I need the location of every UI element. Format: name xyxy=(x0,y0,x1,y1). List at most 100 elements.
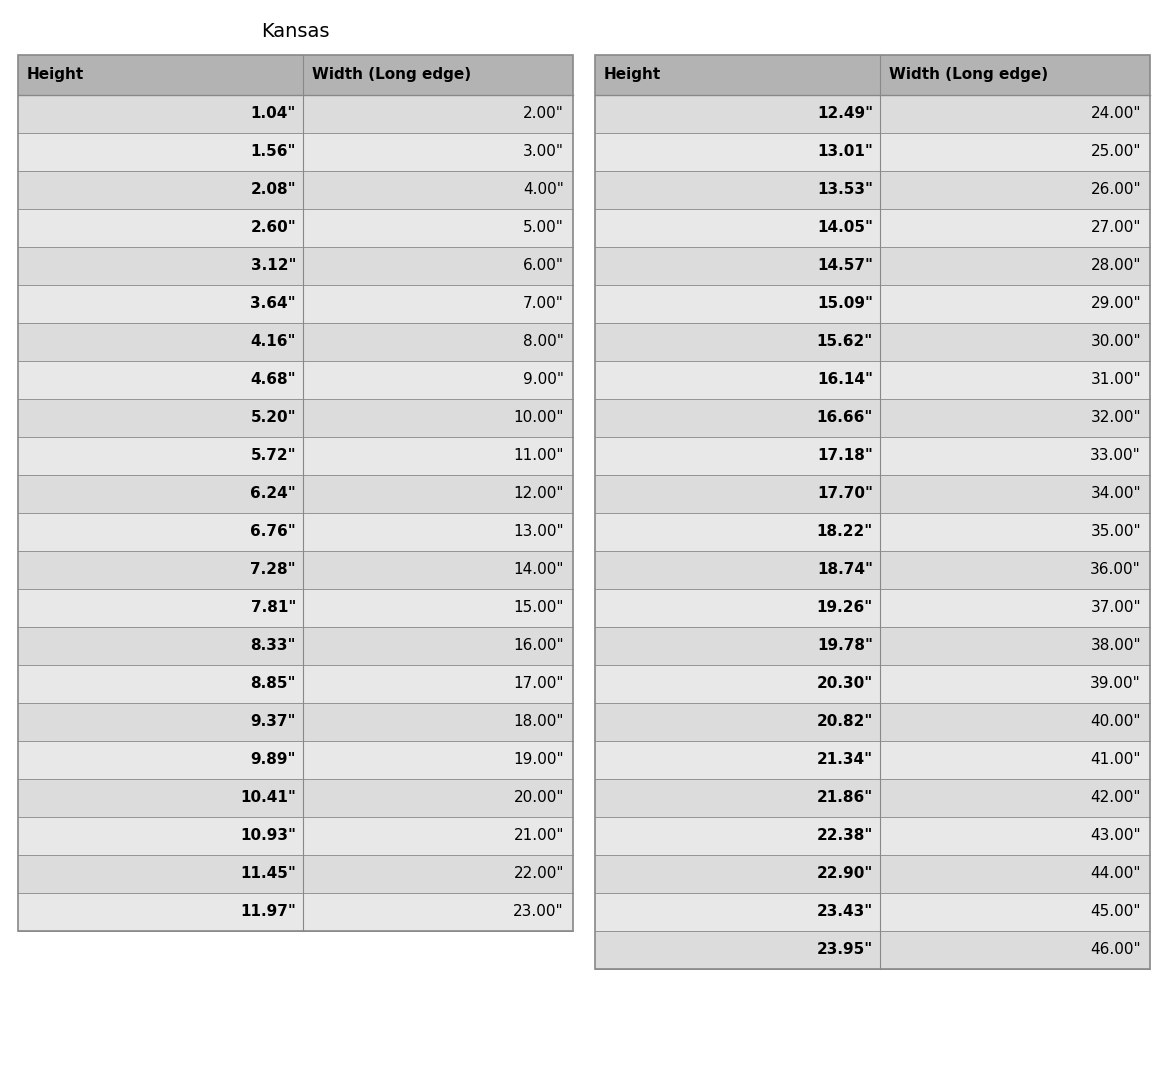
Text: 13.01": 13.01" xyxy=(817,144,873,159)
Bar xyxy=(595,931,1150,969)
Text: 12.49": 12.49" xyxy=(817,107,873,122)
Text: 3.00": 3.00" xyxy=(523,144,564,159)
Text: 25.00": 25.00" xyxy=(1090,144,1142,159)
Bar xyxy=(18,779,573,817)
Text: 20.00": 20.00" xyxy=(513,791,564,806)
Text: 5.20": 5.20" xyxy=(251,411,297,426)
Text: 6.24": 6.24" xyxy=(251,487,297,502)
Text: 26.00": 26.00" xyxy=(1090,183,1142,198)
Bar xyxy=(595,247,1150,285)
Text: 9.37": 9.37" xyxy=(251,715,297,730)
Bar xyxy=(595,285,1150,323)
Text: 28.00": 28.00" xyxy=(1090,259,1142,274)
Text: 18.74": 18.74" xyxy=(817,563,873,578)
Text: 4.16": 4.16" xyxy=(251,335,297,350)
Text: 36.00": 36.00" xyxy=(1090,563,1142,578)
Bar xyxy=(18,95,573,133)
Bar xyxy=(18,703,573,742)
Text: 10.00": 10.00" xyxy=(513,411,564,426)
Text: 11.00": 11.00" xyxy=(513,448,564,463)
Text: 7.00": 7.00" xyxy=(523,296,564,311)
Text: 17.18": 17.18" xyxy=(817,448,873,463)
Bar xyxy=(595,703,1150,742)
Text: 42.00": 42.00" xyxy=(1090,791,1142,806)
Text: 23.00": 23.00" xyxy=(513,904,564,919)
Text: 2.00": 2.00" xyxy=(523,107,564,122)
Text: 33.00": 33.00" xyxy=(1090,448,1142,463)
Text: 16.14": 16.14" xyxy=(817,372,873,387)
Bar xyxy=(595,664,1150,703)
Text: 20.30": 20.30" xyxy=(817,676,873,691)
Text: 1.56": 1.56" xyxy=(251,144,297,159)
Bar xyxy=(18,171,573,209)
Bar xyxy=(18,133,573,171)
Bar xyxy=(595,475,1150,513)
Text: 35.00": 35.00" xyxy=(1090,524,1142,539)
Bar xyxy=(595,133,1150,171)
Text: 6.00": 6.00" xyxy=(523,259,564,274)
Text: 6.76": 6.76" xyxy=(251,524,297,539)
Bar xyxy=(595,588,1150,627)
Text: 45.00": 45.00" xyxy=(1090,904,1142,919)
Text: 8.33": 8.33" xyxy=(251,639,297,654)
Bar xyxy=(18,588,573,627)
Text: 11.97": 11.97" xyxy=(240,904,297,919)
Text: 16.66": 16.66" xyxy=(817,411,873,426)
Text: 8.85": 8.85" xyxy=(251,676,297,691)
Text: 11.45": 11.45" xyxy=(240,867,297,882)
Text: 21.00": 21.00" xyxy=(513,828,564,843)
Text: 18.22": 18.22" xyxy=(817,524,873,539)
Bar xyxy=(18,551,573,589)
Text: 5.00": 5.00" xyxy=(523,220,564,235)
Bar xyxy=(595,855,1150,893)
Text: 15.62": 15.62" xyxy=(817,335,873,350)
Bar xyxy=(595,893,1150,931)
Bar xyxy=(18,513,573,551)
Text: 32.00": 32.00" xyxy=(1090,411,1142,426)
Bar xyxy=(595,323,1150,361)
Bar xyxy=(595,95,1150,133)
Text: 24.00": 24.00" xyxy=(1090,107,1142,122)
Bar xyxy=(595,171,1150,209)
Bar xyxy=(595,55,1150,95)
Text: 40.00": 40.00" xyxy=(1090,715,1142,730)
Text: 3.64": 3.64" xyxy=(251,296,297,311)
Text: 39.00": 39.00" xyxy=(1090,676,1142,691)
Bar xyxy=(18,399,573,437)
Text: 13.00": 13.00" xyxy=(513,524,564,539)
Text: 21.86": 21.86" xyxy=(817,791,873,806)
Text: 43.00": 43.00" xyxy=(1090,828,1142,843)
Bar xyxy=(18,55,573,931)
Text: 19.26": 19.26" xyxy=(817,600,873,615)
Bar xyxy=(595,209,1150,247)
Text: 5.72": 5.72" xyxy=(251,448,297,463)
Bar xyxy=(18,209,573,247)
Bar xyxy=(595,551,1150,589)
Text: 17.70": 17.70" xyxy=(817,487,873,502)
Bar xyxy=(18,893,573,931)
Text: 19.00": 19.00" xyxy=(513,752,564,767)
Bar xyxy=(18,817,573,855)
Text: 22.00": 22.00" xyxy=(513,867,564,882)
Text: Kansas: Kansas xyxy=(261,22,329,41)
Text: 30.00": 30.00" xyxy=(1090,335,1142,350)
Text: 21.34": 21.34" xyxy=(817,752,873,767)
Text: 18.00": 18.00" xyxy=(513,715,564,730)
Text: 41.00": 41.00" xyxy=(1090,752,1142,767)
Text: 17.00": 17.00" xyxy=(513,676,564,691)
Bar xyxy=(18,323,573,361)
Text: 9.00": 9.00" xyxy=(523,372,564,387)
Text: 20.82": 20.82" xyxy=(817,715,873,730)
Text: Width (Long edge): Width (Long edge) xyxy=(890,67,1048,82)
Bar xyxy=(18,247,573,285)
Text: 1.04": 1.04" xyxy=(251,107,297,122)
Bar xyxy=(595,399,1150,437)
Text: 27.00": 27.00" xyxy=(1090,220,1142,235)
Text: 23.95": 23.95" xyxy=(817,943,873,958)
Bar xyxy=(18,855,573,893)
Text: Height: Height xyxy=(27,67,84,82)
Text: 3.12": 3.12" xyxy=(251,259,297,274)
Text: Width (Long edge): Width (Long edge) xyxy=(312,67,471,82)
Text: 13.53": 13.53" xyxy=(817,183,873,198)
Text: 22.38": 22.38" xyxy=(817,828,873,843)
